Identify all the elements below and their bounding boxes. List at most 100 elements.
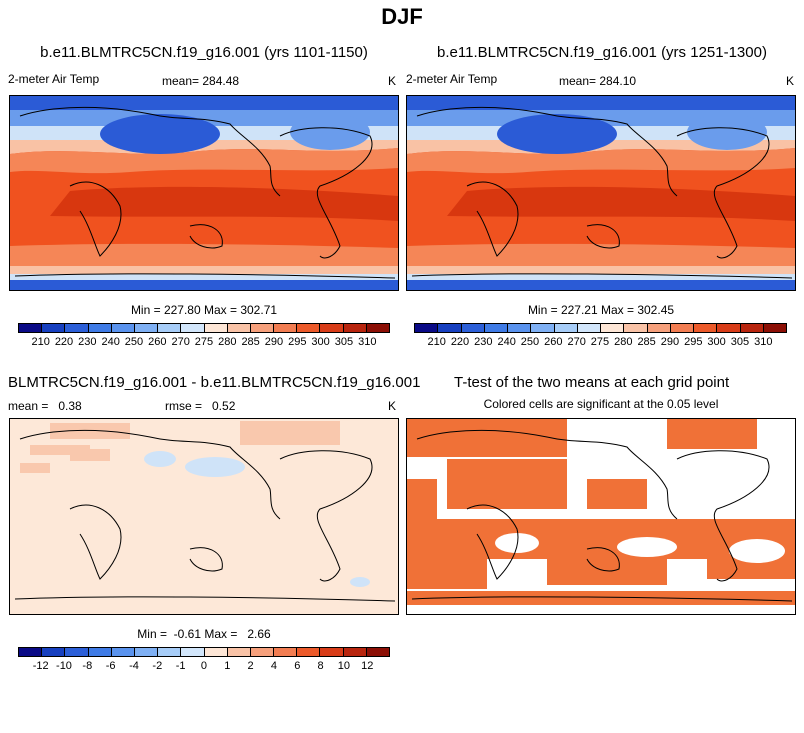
minmax-label-bottom-left: Min = -0.61 Max = 2.66 xyxy=(137,627,271,641)
colorbar-swatch xyxy=(134,648,159,656)
colorbar-tick-label: 4 xyxy=(270,660,277,672)
colorbar-tick-label: 295 xyxy=(684,336,703,348)
colorbar-tick-label: 260 xyxy=(544,336,563,348)
units-label-top-right: K xyxy=(786,74,795,88)
colorbar-top-right xyxy=(414,323,787,333)
colorbar-swatch xyxy=(694,324,718,332)
colorbar-tick-label: 230 xyxy=(474,336,493,348)
colorbar-tick-label: 230 xyxy=(78,336,97,348)
rmse-label-bottom-left: rmse = 0.52 xyxy=(165,399,236,413)
colorbar-tick-label: 290 xyxy=(660,336,680,348)
colorbar-tick-label: -1 xyxy=(175,660,186,672)
colorbar-tick-label: 250 xyxy=(520,336,540,348)
colorbar-tick-label: -6 xyxy=(105,660,116,672)
colorbar-tick-label: 240 xyxy=(101,336,120,348)
map-top-left xyxy=(9,95,399,291)
colorbar-swatch xyxy=(484,324,508,332)
colorbar-tick-label: 1 xyxy=(224,660,231,672)
colorbar-swatch xyxy=(65,324,89,332)
colorbar-swatch xyxy=(42,324,66,332)
colorbar-tick-label: 270 xyxy=(567,336,586,348)
colorbar-tick-label: -4 xyxy=(129,660,139,672)
colorbar-swatch xyxy=(740,324,764,332)
colorbar-top-left xyxy=(18,323,390,333)
colorbar-swatch xyxy=(366,324,389,332)
colorbar-swatch xyxy=(601,324,625,332)
colorbar-swatch xyxy=(297,648,321,656)
colorbar-swatch xyxy=(624,324,648,332)
colorbar-swatch xyxy=(647,324,671,332)
panel-title-top-right: b.e11.BLMTRC5CN.f19_g16.001 (yrs 1251-13… xyxy=(437,44,767,61)
colorbar-swatch xyxy=(88,648,112,656)
temperature-map-top-left xyxy=(10,96,398,290)
panel-title-bottom-right: T-test of the two means at each grid poi… xyxy=(454,374,730,391)
colorbar-swatch xyxy=(366,648,389,656)
mean-label-bottom-left: mean = 0.38 xyxy=(8,399,82,413)
colorbar-ticks-bottom-left: -12 -10 -8 -6 -4 -2 -1 0 1 2 4 6 8 10 12 xyxy=(29,660,379,672)
colorbar-tick-label: 210 xyxy=(31,336,50,348)
mean-label-top-right: mean= 284.10 xyxy=(559,74,637,88)
colorbar-swatch xyxy=(250,648,275,656)
colorbar-tick-label: 275 xyxy=(194,336,214,348)
colorbar-swatch xyxy=(577,324,601,332)
colorbar-tick-label: 310 xyxy=(358,336,377,348)
colorbar-swatch xyxy=(508,324,532,332)
colorbar-swatch xyxy=(320,648,344,656)
colorbar-swatch xyxy=(65,648,89,656)
colorbar-swatch xyxy=(274,324,298,332)
colorbar-tick-label: -10 xyxy=(56,660,72,672)
colorbar-swatch xyxy=(42,648,66,656)
colorbar-tick-label: -12 xyxy=(32,660,49,672)
colorbar-swatch xyxy=(158,324,182,332)
colorbar-tick-label: 280 xyxy=(614,336,633,348)
colorbar-ticks-top-left: 210 220 230 240 250 260 270 275 280 285 290 295 300 3… xyxy=(29,336,379,348)
colorbar-tick-label: 220 xyxy=(54,336,74,348)
colorbar-swatch xyxy=(204,648,228,656)
colorbar-swatch xyxy=(158,648,182,656)
colorbar-tick-label: 2 xyxy=(247,660,254,672)
page-title: DJF xyxy=(381,4,423,29)
colorbar-tick-label: -2 xyxy=(152,660,163,672)
variable-label-top-right: 2-meter Air Temp xyxy=(406,72,498,86)
colorbar-bottom-left xyxy=(18,647,390,657)
colorbar-swatch xyxy=(19,648,43,656)
colorbar-swatch xyxy=(297,324,321,332)
panel-title-top-left: b.e11.BLMTRC5CN.f19_g16.001 (yrs 1101-11… xyxy=(40,44,368,61)
colorbar-tick-label: 305 xyxy=(334,336,354,348)
colorbar-swatch xyxy=(250,324,275,332)
colorbar-tick-label: 300 xyxy=(707,336,726,348)
colorbar-swatch xyxy=(763,324,786,332)
colorbar-swatch xyxy=(227,324,251,332)
difference-map-bottom-left xyxy=(10,419,398,614)
colorbar-tick-label: 210 xyxy=(427,336,446,348)
colorbar-tick-label: 305 xyxy=(730,336,750,348)
colorbar-swatch xyxy=(274,648,298,656)
temperature-map-top-right xyxy=(407,96,795,290)
colorbar-swatch xyxy=(554,324,578,332)
map-bottom-left xyxy=(9,418,399,615)
map-bottom-right xyxy=(406,418,796,615)
minmax-label-top-left: Min = 227.80 Max = 302.71 xyxy=(130,303,278,317)
colorbar-ticks-top-right: 210 220 230 240 250 260 270 275 280 285 290 295 300 3… xyxy=(425,336,775,348)
colorbar-swatch xyxy=(204,324,228,332)
colorbar-tick-label: -8 xyxy=(82,660,93,672)
variable-label-top-left: 2-meter Air Temp xyxy=(8,72,100,86)
units-label-bottom-left: K xyxy=(388,399,397,413)
colorbar-tick-label: 6 xyxy=(294,660,301,672)
colorbar-tick-label: 0 xyxy=(200,660,208,672)
colorbar-tick-label: 285 xyxy=(241,336,260,348)
colorbar-tick-label: 270 xyxy=(171,336,190,348)
colorbar-tick-label: 280 xyxy=(218,336,237,348)
colorbar-swatch xyxy=(670,324,694,332)
colorbar-tick-label: 12 xyxy=(361,660,374,672)
colorbar-swatch xyxy=(227,648,251,656)
panel-title-bottom-left: BLMTRC5CN.f19_g16.001 - b.e11.BLMTRC5CN.… xyxy=(8,374,421,391)
colorbar-swatch xyxy=(717,324,741,332)
colorbar-tick-label: 310 xyxy=(754,336,773,348)
colorbar-tick-label: 250 xyxy=(124,336,144,348)
colorbar-tick-label: 220 xyxy=(450,336,470,348)
units-label-top-left: K xyxy=(388,74,397,88)
panel-subtitle-bottom-right: Colored cells are significant at the 0.0… xyxy=(483,397,719,411)
colorbar-swatch xyxy=(111,648,135,656)
colorbar-swatch xyxy=(461,324,485,332)
